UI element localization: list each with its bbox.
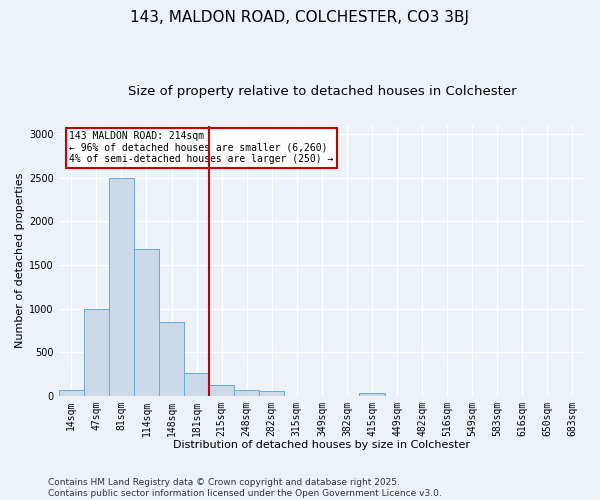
Bar [109, 178, 134, 396]
Text: 143, MALDON ROAD, COLCHESTER, CO3 3BJ: 143, MALDON ROAD, COLCHESTER, CO3 3BJ [131, 10, 470, 25]
Bar [234, 390, 259, 396]
Title: Size of property relative to detached houses in Colchester: Size of property relative to detached ho… [128, 85, 516, 98]
Bar [59, 390, 84, 396]
Text: 143 MALDON ROAD: 214sqm
← 96% of detached houses are smaller (6,260)
4% of semi-: 143 MALDON ROAD: 214sqm ← 96% of detache… [70, 131, 334, 164]
Text: Contains HM Land Registry data © Crown copyright and database right 2025.
Contai: Contains HM Land Registry data © Crown c… [48, 478, 442, 498]
Bar [84, 308, 109, 396]
Bar [359, 393, 385, 396]
Bar [184, 373, 209, 396]
Y-axis label: Number of detached properties: Number of detached properties [15, 173, 25, 348]
Bar [209, 386, 234, 396]
Bar [134, 250, 159, 396]
X-axis label: Distribution of detached houses by size in Colchester: Distribution of detached houses by size … [173, 440, 470, 450]
Bar [159, 322, 184, 396]
Bar [259, 391, 284, 396]
